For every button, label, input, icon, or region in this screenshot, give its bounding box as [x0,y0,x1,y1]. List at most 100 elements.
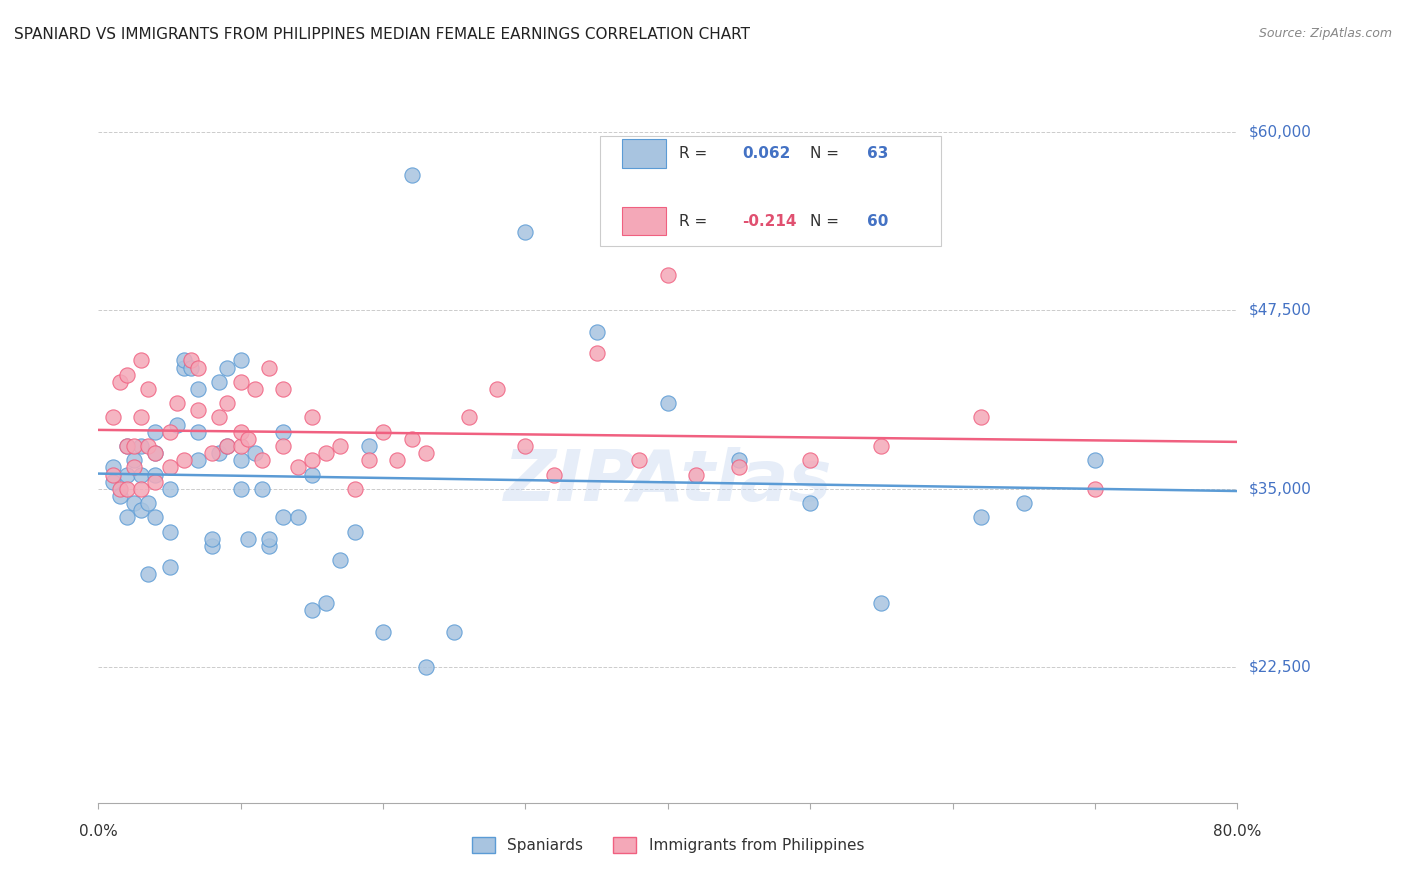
Text: $60,000: $60,000 [1249,125,1312,139]
Point [129,467,152,482]
Point [401,168,423,182]
Point [401,432,423,446]
Point [229,375,252,389]
Point [301,453,323,467]
Point [145,510,167,524]
Point [685,467,707,482]
Point [728,460,751,475]
Point [187,382,209,396]
Text: 0.062: 0.062 [742,146,790,161]
Bar [623,139,665,168]
Point [180,360,202,375]
Text: 60: 60 [868,214,889,228]
Point [159,560,181,574]
Text: Source: ZipAtlas.com: Source: ZipAtlas.com [1258,27,1392,40]
Point [145,446,167,460]
Point [343,482,366,496]
Point [136,496,159,510]
Point [108,375,131,389]
Point [543,467,565,482]
Point [101,475,124,489]
Point [415,660,437,674]
Point [229,439,252,453]
Point [208,375,231,389]
Point [159,460,181,475]
Point [373,624,395,639]
Text: $22,500: $22,500 [1249,660,1312,674]
Point [122,439,145,453]
Point [215,439,238,453]
Point [215,439,238,453]
Point [457,410,479,425]
Text: N =: N = [810,146,844,161]
Point [136,439,159,453]
Point [243,382,266,396]
Point [187,453,209,467]
Point [273,439,295,453]
Point [145,475,167,489]
Point [108,489,131,503]
Text: 0.0%: 0.0% [79,824,118,839]
Point [657,396,679,410]
Text: 63: 63 [868,146,889,161]
Point [129,353,152,368]
Text: R =: R = [679,146,713,161]
Point [315,446,337,460]
Point [373,425,395,439]
Point [229,353,252,368]
Point [236,532,259,546]
Point [301,467,323,482]
Point [187,360,209,375]
Point [799,496,821,510]
Point [208,410,231,425]
Text: $47,500: $47,500 [1249,303,1312,318]
Point [870,596,893,610]
Text: R =: R = [679,214,713,228]
Text: 80.0%: 80.0% [1213,824,1261,839]
Point [329,553,352,567]
Point [115,439,138,453]
Point [122,460,145,475]
Point [236,432,259,446]
Point [273,510,295,524]
Point [208,446,231,460]
Point [166,396,188,410]
Point [229,425,252,439]
Text: -0.214: -0.214 [742,214,796,228]
Point [145,467,167,482]
Point [387,453,409,467]
Point [129,439,152,453]
Point [343,524,366,539]
Point [101,460,124,475]
Bar [623,207,665,235]
Point [357,439,380,453]
Point [166,417,188,432]
Point [229,482,252,496]
Point [273,382,295,396]
Point [970,510,993,524]
Point [173,360,195,375]
Point [115,510,138,524]
Point [357,453,380,467]
Point [315,596,337,610]
Point [115,482,138,496]
Point [187,403,209,417]
Point [970,410,993,425]
Point [443,624,465,639]
Point [173,453,195,467]
Point [101,467,124,482]
Point [415,446,437,460]
Point [1084,482,1107,496]
Point [515,439,537,453]
Text: SPANIARD VS IMMIGRANTS FROM PHILIPPINES MEDIAN FEMALE EARNINGS CORRELATION CHART: SPANIARD VS IMMIGRANTS FROM PHILIPPINES … [14,27,749,42]
Point [250,453,273,467]
Point [585,325,607,339]
Point [173,353,195,368]
Point [201,446,224,460]
Point [187,425,209,439]
Point [870,439,893,453]
Point [201,532,224,546]
Point [129,482,152,496]
Point [585,346,607,360]
Point [515,225,537,239]
